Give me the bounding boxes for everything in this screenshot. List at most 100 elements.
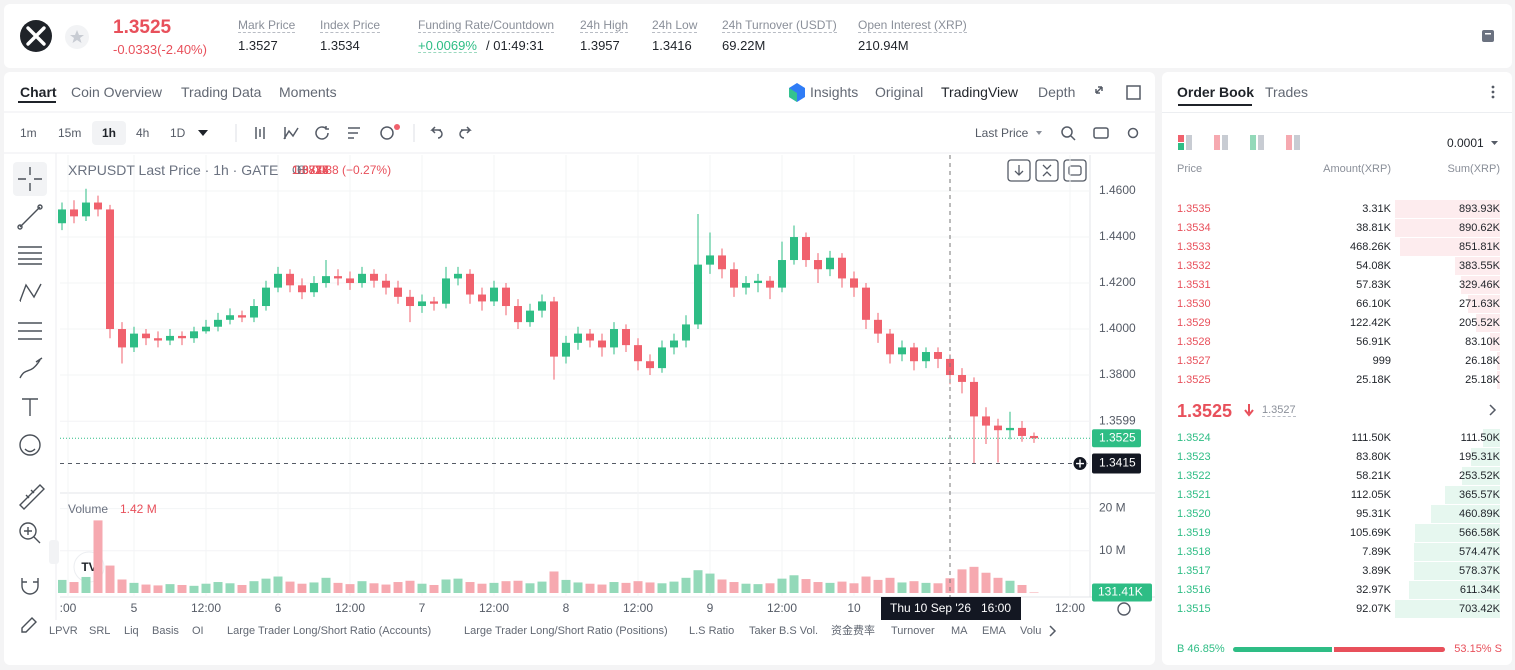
tab[interactable]: Chart: [20, 84, 57, 100]
layout-split[interactable]: [1286, 135, 1300, 150]
undo-icon[interactable]: [430, 126, 443, 139]
ob-price[interactable]: 1.3531: [1177, 279, 1211, 291]
text-tool[interactable]: [22, 398, 38, 416]
price-type-dropdown[interactable]: [1036, 131, 1042, 135]
favorite-star[interactable]: [64, 24, 90, 50]
indicator-tab[interactable]: Large Trader Long/Short Ratio (Accounts): [227, 625, 432, 637]
ob-price[interactable]: 1.3530: [1177, 298, 1211, 310]
interval-dropdown[interactable]: [198, 130, 208, 136]
alert-icon[interactable]: [380, 126, 394, 140]
fullscreen-icon[interactable]: [1095, 86, 1103, 94]
pencil-tool[interactable]: [21, 617, 37, 633]
pattern-tool[interactable]: [19, 283, 42, 302]
layout-icon[interactable]: [1126, 85, 1141, 100]
interval[interactable]: 4h: [136, 126, 150, 140]
time-axis-settings[interactable]: [1117, 602, 1131, 616]
indicator-tab[interactable]: Basis: [152, 625, 179, 637]
layout-asks[interactable]: [1214, 135, 1228, 150]
brush-tool[interactable]: [19, 357, 43, 379]
emoji-tool[interactable]: [19, 434, 41, 456]
replay-icon[interactable]: [315, 126, 329, 140]
fib-tool[interactable]: [18, 246, 42, 265]
tab[interactable]: Moments: [279, 84, 337, 100]
ob-price[interactable]: 1.3518: [1177, 546, 1211, 558]
indicator-tab[interactable]: SRL: [89, 625, 111, 637]
ob-sum: 83.10K: [1465, 336, 1500, 348]
ob-price[interactable]: 1.3520: [1177, 508, 1211, 520]
ob-price[interactable]: 1.3529: [1177, 317, 1211, 329]
settings-icon[interactable]: [1127, 127, 1139, 139]
ob-price[interactable]: 1.3533: [1177, 241, 1211, 253]
camera-icon[interactable]: [1093, 127, 1109, 139]
ob-price[interactable]: 1.3528: [1177, 336, 1211, 348]
magnet-tool[interactable]: [21, 578, 39, 595]
interval[interactable]: 1D: [170, 126, 186, 140]
cursor-tool[interactable]: [13, 162, 47, 196]
notes-icon[interactable]: [1480, 28, 1496, 44]
stat-value: 1.3957: [580, 38, 620, 53]
indicator-tab[interactable]: EMA: [982, 625, 1006, 637]
more-indicators[interactable]: [1046, 624, 1060, 638]
ob-price[interactable]: 1.3523: [1177, 451, 1211, 463]
ob-price[interactable]: 1.3515: [1177, 603, 1211, 615]
precision-dropdown[interactable]: [1490, 138, 1500, 148]
ob-price[interactable]: 1.3534: [1177, 222, 1211, 234]
tab[interactable]: Coin Overview: [71, 84, 163, 100]
zoom-tool[interactable]: [19, 522, 37, 540]
ob-price[interactable]: 1.3532: [1177, 260, 1211, 272]
indicator-tab[interactable]: Volu: [1020, 625, 1042, 637]
indicator-icon[interactable]: [283, 127, 299, 140]
view-tab[interactable]: Original: [875, 84, 924, 100]
indicator-tab[interactable]: L.S Ratio: [689, 625, 735, 637]
ob-price[interactable]: 1.3524: [1177, 432, 1211, 444]
candles-icon[interactable]: [255, 127, 265, 139]
stat-label: Funding Rate/Countdown: [418, 18, 555, 33]
volume-bar: [609, 582, 619, 593]
indicator-tab[interactable]: OI: [192, 625, 204, 637]
view-tab[interactable]: Depth: [1038, 84, 1076, 100]
ob-price[interactable]: 1.3516: [1177, 584, 1211, 596]
ob-price[interactable]: 1.3527: [1177, 355, 1211, 367]
indicator-tab[interactable]: Turnover: [891, 625, 935, 637]
ob-price[interactable]: 1.3522: [1177, 470, 1211, 482]
ob-sum: 611.34K: [1459, 584, 1500, 596]
view-tab[interactable]: TradingView: [941, 84, 1019, 100]
mid-chevron[interactable]: [1487, 403, 1497, 417]
layout-both[interactable]: [1178, 135, 1192, 150]
interval[interactable]: 1m: [20, 126, 37, 140]
ob-menu[interactable]: [1488, 84, 1498, 100]
indicator-tab[interactable]: MA: [951, 625, 968, 637]
pane-button[interactable]: [1063, 159, 1087, 182]
ob-price[interactable]: 1.3521: [1177, 489, 1211, 501]
trendline-tool[interactable]: [19, 206, 41, 228]
sidebar-toggle[interactable]: [49, 540, 59, 564]
ob-tab[interactable]: Order Book: [1177, 84, 1255, 100]
ob-price[interactable]: 1.3519: [1177, 527, 1211, 539]
indicator-tab[interactable]: 资金费率: [831, 625, 875, 637]
indicator-tab[interactable]: LPVR: [49, 625, 78, 637]
ob-price[interactable]: 1.3535: [1177, 203, 1211, 215]
ob-price[interactable]: 1.3525: [1177, 374, 1211, 386]
ob-price[interactable]: 1.3517: [1177, 565, 1211, 577]
tab[interactable]: Trading Data: [181, 84, 262, 100]
price-type[interactable]: Last Price: [975, 126, 1029, 140]
indicator-tab[interactable]: Liq: [124, 625, 139, 637]
pane-button[interactable]: [1035, 159, 1059, 182]
redo-icon[interactable]: [459, 126, 472, 139]
interval[interactable]: 15m: [58, 126, 82, 140]
x-tick-label: 12:00: [623, 601, 653, 615]
prediction-tool[interactable]: [18, 322, 42, 340]
layout-bids[interactable]: [1250, 135, 1264, 150]
search-icon[interactable]: [1061, 126, 1073, 138]
interval[interactable]: 1h: [102, 126, 117, 140]
volume-bar: [441, 579, 451, 593]
ruler-tool[interactable]: [19, 484, 45, 510]
indicator-tab[interactable]: Large Trader Long/Short Ratio (Positions…: [464, 625, 668, 637]
template-icon[interactable]: [348, 127, 360, 139]
ob-tab[interactable]: Trades: [1265, 84, 1309, 100]
volume-bar: [381, 584, 391, 593]
precision[interactable]: 0.0001: [1447, 136, 1484, 150]
view-tab[interactable]: Insights: [810, 84, 859, 100]
indicator-tab[interactable]: Taker B.S Vol.: [749, 625, 819, 637]
candle-body: [346, 278, 354, 284]
